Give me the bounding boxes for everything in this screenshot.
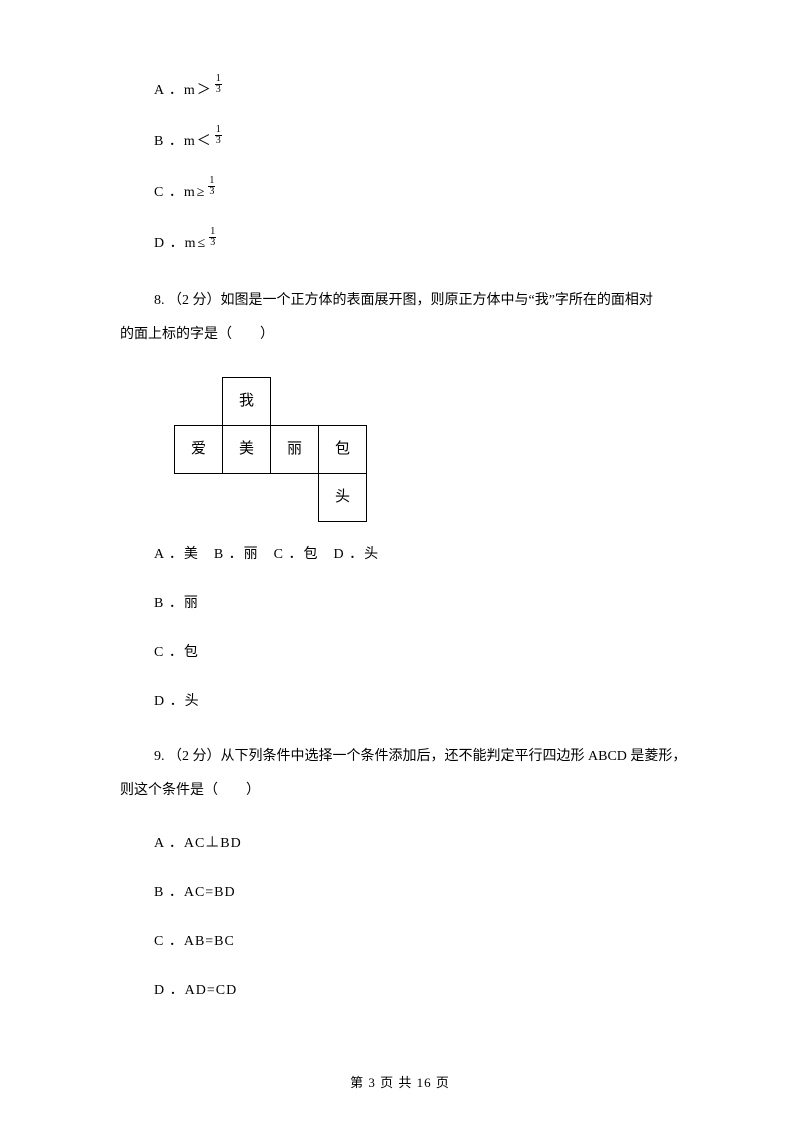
cube-net-table: 我 爱 美 丽 包 头 — [174, 377, 367, 522]
variable: m — [185, 233, 196, 254]
net-cell-empty — [223, 474, 271, 522]
net-cell-empty — [175, 378, 223, 426]
q8-stem: 8. （2 分）如图是一个正方体的表面展开图，则原正方体中与“我”字所在的面相对… — [120, 284, 690, 351]
stem-line2: 的面上标的字是（ ） — [120, 318, 274, 352]
q8-options-row: A ．美 B ．丽 C ．包 D ．头 — [120, 544, 690, 565]
net-cell-empty — [319, 378, 367, 426]
page-footer: 第 3 页 共 16 页 — [0, 1073, 800, 1093]
net-cell: 头 — [319, 474, 367, 522]
net-cell: 我 — [223, 378, 271, 426]
stem-line1: 8. （2 分）如图是一个正方体的表面展开图，则原正方体中与“我”字所在的面相对 — [154, 293, 653, 308]
denominator: 3 — [215, 136, 222, 146]
option-label: D ． — [154, 233, 185, 254]
net-cell: 包 — [319, 426, 367, 474]
q7-option-a: A ． m ＞ 1 3 — [120, 80, 690, 101]
stem-line2: 则这个条件是（ ） — [120, 774, 260, 808]
cube-net-figure: 我 爱 美 丽 包 头 — [174, 377, 690, 522]
q8-option-b: B ．丽 — [120, 593, 690, 614]
variable: m — [184, 182, 195, 203]
denominator: 3 — [215, 85, 222, 95]
q9-option-d: D ．AD=CD — [120, 980, 690, 1001]
fraction: 1 3 — [208, 176, 215, 197]
option-label: A ． — [154, 80, 184, 101]
net-cell: 美 — [223, 426, 271, 474]
q9-stem: 9. （2 分）从下列条件中选择一个条件添加后，还不能判定平行四边形 ABCD … — [120, 740, 690, 807]
net-cell-empty — [175, 474, 223, 522]
net-cell: 丽 — [271, 426, 319, 474]
variable: m — [184, 80, 195, 101]
net-cell: 爱 — [175, 426, 223, 474]
q7-option-d: D ． m ≤ 1 3 — [120, 233, 690, 254]
denominator: 3 — [208, 187, 215, 197]
option-label: B ． — [154, 131, 184, 152]
net-cell-empty — [271, 378, 319, 426]
q9-option-c: C ．AB=BC — [120, 931, 690, 952]
q7-option-c: C ． m ≥ 1 3 — [120, 182, 690, 203]
page-content: A ． m ＞ 1 3 B ． m ＜ 1 3 C ． m ≥ 1 3 D ． … — [0, 0, 800, 1001]
q7-option-b: B ． m ＜ 1 3 — [120, 131, 690, 152]
net-cell-empty — [271, 474, 319, 522]
q8-option-d: D ．头 — [120, 691, 690, 712]
option-label: C ． — [154, 182, 184, 203]
fraction: 1 3 — [215, 74, 222, 95]
q9-option-b: B ．AC=BD — [120, 882, 690, 903]
stem-line1: 9. （2 分）从下列条件中选择一个条件添加后，还不能判定平行四边形 ABCD … — [154, 749, 686, 764]
q8-option-c: C ．包 — [120, 642, 690, 663]
q9-option-a: A ．AC⊥BD — [120, 833, 690, 854]
denominator: 3 — [209, 238, 216, 248]
variable: m — [184, 131, 195, 152]
relation: ＞ — [195, 80, 213, 101]
relation: ≤ — [196, 233, 208, 254]
fraction: 1 3 — [209, 227, 216, 248]
relation: ≥ — [195, 182, 207, 203]
relation: ＜ — [195, 131, 213, 152]
fraction: 1 3 — [215, 125, 222, 146]
